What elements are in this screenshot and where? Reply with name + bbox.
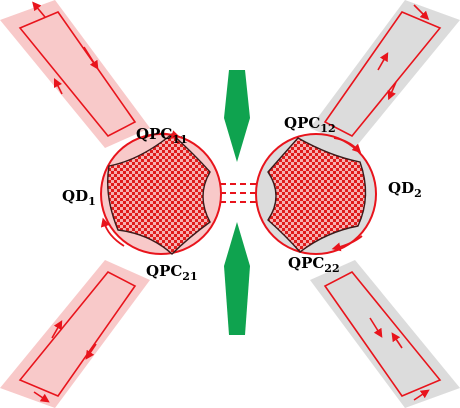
lead-bottom-left xyxy=(0,260,150,408)
quantum-dot-right xyxy=(255,133,377,255)
label-qd1: QD1 xyxy=(62,187,96,208)
interdot-coupling xyxy=(220,183,262,203)
lead-top-right xyxy=(310,0,460,148)
label-qpc22: QPC22 xyxy=(288,254,340,275)
lead-top-left xyxy=(0,0,150,148)
gate-bottom xyxy=(224,222,250,335)
quantum-dot-left xyxy=(100,130,222,255)
label-qpc11: QPC11 xyxy=(136,125,188,146)
label-qpc21: QPC21 xyxy=(146,262,198,283)
gate-top xyxy=(224,70,250,162)
lead-bottom-right xyxy=(310,260,460,408)
label-qd2: QD2 xyxy=(388,179,422,200)
label-qpc12: QPC12 xyxy=(284,114,336,135)
